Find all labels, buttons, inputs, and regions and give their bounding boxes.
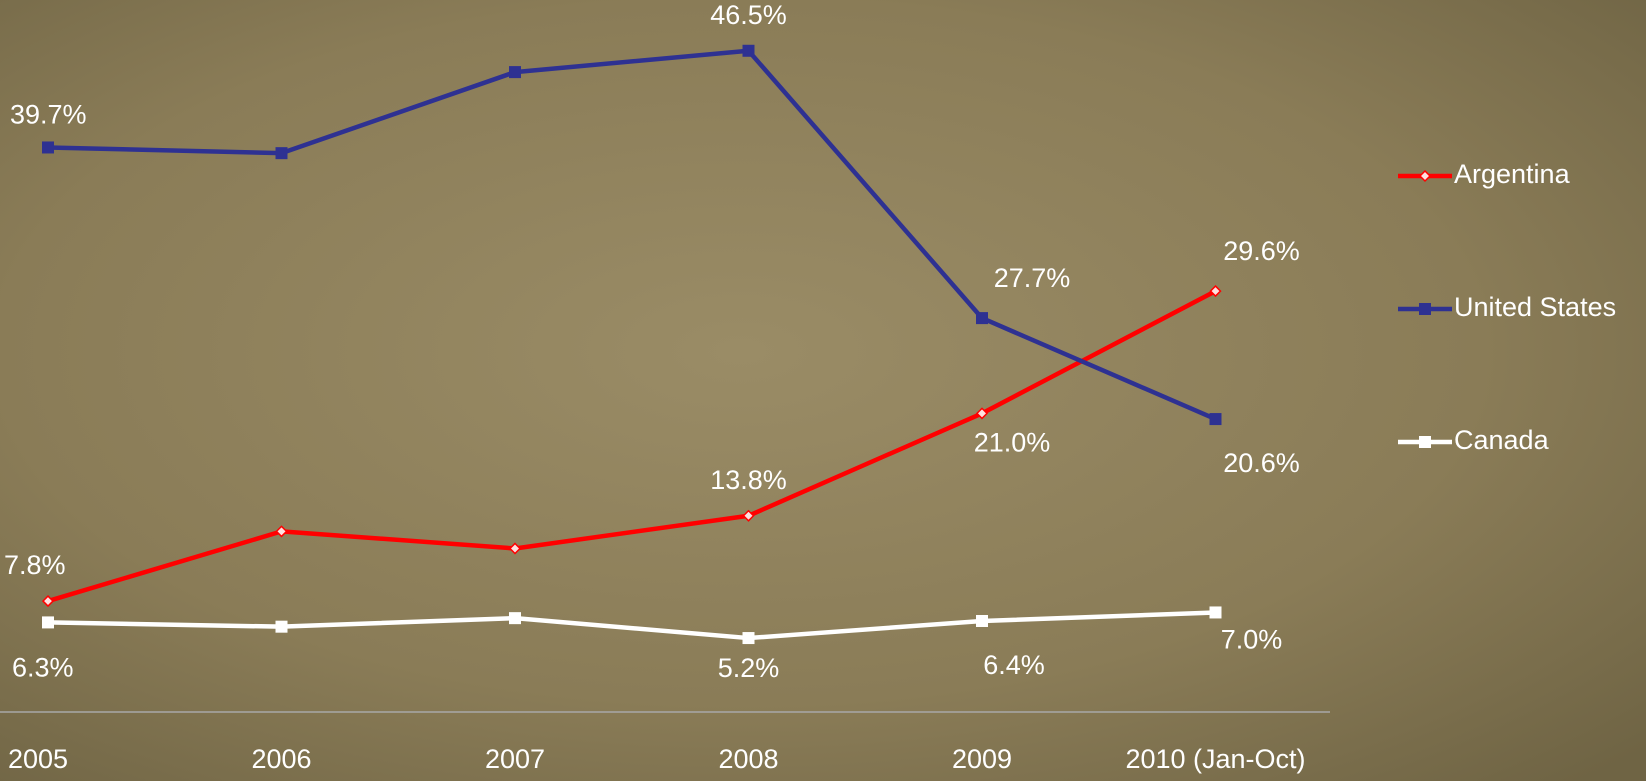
point-marker <box>41 595 55 608</box>
data-label: 7.8% <box>4 550 66 580</box>
point-marker <box>275 147 288 160</box>
legend-label: Canada <box>1454 425 1550 455</box>
data-label: 6.3% <box>12 653 74 683</box>
point-marker <box>1209 413 1222 426</box>
point-marker <box>742 509 755 522</box>
point-marker <box>1209 285 1222 298</box>
data-label: 46.5% <box>710 0 787 30</box>
point-marker <box>508 542 522 555</box>
point-marker <box>509 612 521 625</box>
x-tick-label: 2007 <box>485 744 545 774</box>
legend-label: United States <box>1454 292 1616 322</box>
x-tick-label: 2005 <box>8 744 68 774</box>
point-marker <box>42 141 54 154</box>
point-marker <box>275 525 288 538</box>
data-label: 20.6% <box>1223 448 1300 478</box>
point-marker <box>742 44 755 57</box>
data-label: 5.2% <box>718 653 780 683</box>
data-label: 39.7% <box>10 100 87 130</box>
point-marker <box>275 620 288 633</box>
series-line <box>47 289 1217 604</box>
data-label: 7.0% <box>1221 625 1283 655</box>
x-tick-label: 2006 <box>251 744 311 774</box>
point-marker <box>975 407 989 420</box>
legend-label: Argentina <box>1454 159 1571 189</box>
point-marker <box>1419 303 1431 315</box>
x-tick-label: 2009 <box>952 744 1012 774</box>
point-marker <box>742 632 755 645</box>
x-tick-label: 2010 (Jan-Oct) <box>1125 744 1305 774</box>
series-line <box>47 48 1217 422</box>
series-line <box>47 610 1216 641</box>
point-marker <box>42 616 54 629</box>
data-label: 13.8% <box>710 465 787 495</box>
point-marker <box>1419 436 1431 448</box>
data-label: 27.7% <box>994 263 1071 293</box>
point-marker <box>1209 606 1222 619</box>
data-label: 29.6% <box>1223 236 1300 266</box>
point-marker <box>509 66 521 79</box>
point-marker <box>1418 169 1432 183</box>
point-marker <box>976 312 988 325</box>
data-label: 21.0% <box>974 428 1051 458</box>
data-label: 6.4% <box>983 650 1045 680</box>
x-tick-label: 2008 <box>718 744 778 774</box>
point-marker <box>976 614 988 627</box>
